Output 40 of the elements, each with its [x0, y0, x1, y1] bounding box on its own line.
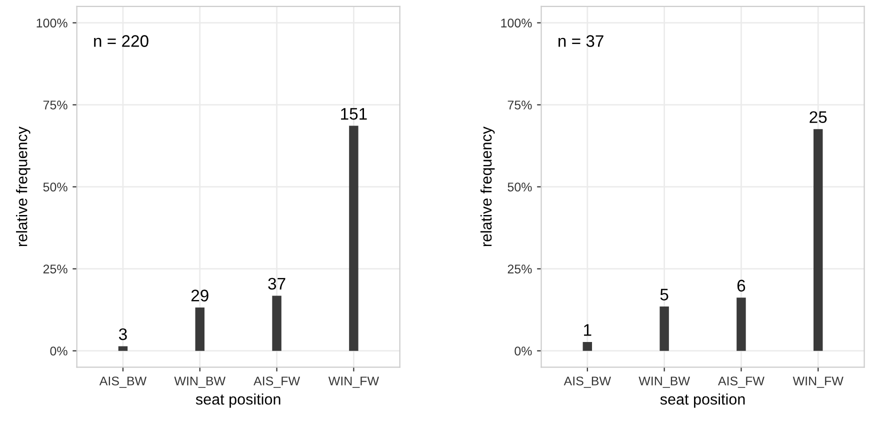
- y-tick-label: 50%: [43, 182, 68, 192]
- bar: [736, 298, 746, 351]
- bar: [349, 126, 358, 351]
- bar: [814, 129, 823, 351]
- y-axis-title: relative frequency: [16, 126, 30, 246]
- bar: [582, 342, 592, 351]
- bar: [118, 346, 128, 351]
- y-axis-title: relative frequency: [480, 126, 495, 246]
- annotation: 3: [118, 328, 127, 340]
- x-tick-label: AIS_FW: [254, 376, 300, 388]
- annotation: n = 37: [558, 35, 604, 47]
- bar: [195, 308, 204, 351]
- annotation: 5: [660, 288, 668, 300]
- x-axis-title: seat position: [196, 393, 280, 408]
- x-tick-label: AIS_FW: [718, 376, 764, 388]
- annotation: 37: [268, 278, 286, 290]
- annotation: 25: [810, 111, 827, 124]
- y-tick-label: 100%: [501, 18, 532, 28]
- annotation: 1: [584, 324, 592, 336]
- y-tick-label: 0%: [514, 346, 532, 356]
- y-tick-label: 0%: [50, 346, 68, 356]
- x-tick-label: WIN_BW: [638, 376, 690, 388]
- x-tick-label: WIN_FW: [792, 376, 844, 388]
- y-tick-label: 25%: [43, 264, 68, 274]
- annotation: 6: [737, 280, 746, 292]
- x-tick-label: WIN_BW: [174, 376, 226, 388]
- y-tick-label: 25%: [508, 264, 532, 274]
- annotation: 151: [341, 108, 367, 120]
- x-tick-label: AIS_BW: [99, 376, 147, 388]
- annotation: 29: [191, 290, 208, 302]
- y-tick-label: 75%: [508, 100, 532, 110]
- bar: [660, 306, 669, 351]
- annotation: n = 220: [94, 35, 148, 47]
- y-tick-label: 50%: [508, 182, 532, 192]
- y-tick-label: 75%: [43, 100, 68, 110]
- bar: [272, 296, 282, 351]
- x-tick-label: AIS_BW: [564, 376, 611, 388]
- y-tick-label: 100%: [36, 18, 68, 28]
- x-tick-label: WIN_FW: [328, 376, 379, 388]
- x-axis-title: seat position: [660, 393, 745, 408]
